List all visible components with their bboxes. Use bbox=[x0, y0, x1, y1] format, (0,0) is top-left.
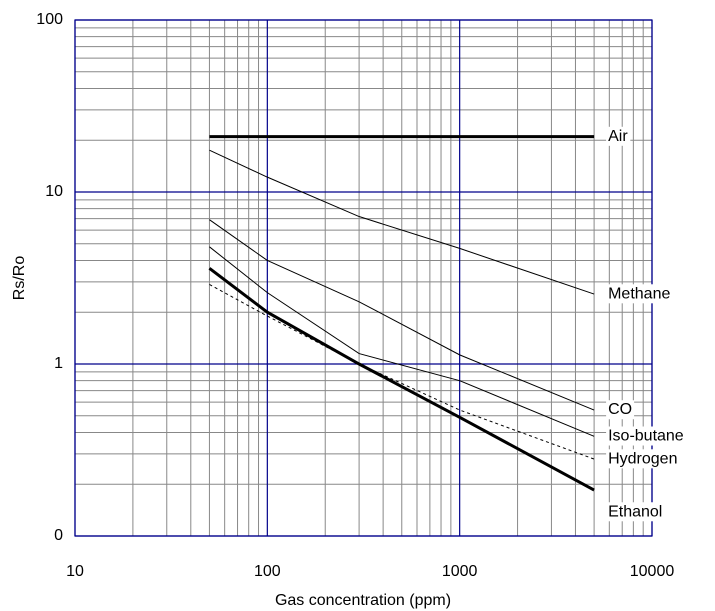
label-bg bbox=[606, 449, 680, 469]
plot-frame bbox=[74, 19, 653, 537]
series-label: Hydrogen bbox=[608, 450, 677, 467]
x-tick-label: 100 bbox=[254, 563, 281, 580]
y-axis-label: Rs/Ro bbox=[11, 256, 28, 301]
x-tick-label: 10 bbox=[66, 563, 84, 580]
y-tick-label: 1 bbox=[54, 355, 63, 372]
x-axis-label: Gas concentration (ppm) bbox=[275, 592, 451, 609]
y-tick-label: 100 bbox=[36, 11, 63, 28]
x-tick-label: 10000 bbox=[630, 563, 675, 580]
line-series bbox=[209, 219, 595, 411]
label-bg bbox=[606, 426, 686, 446]
line-series bbox=[209, 149, 595, 295]
series-label: Iso-butane bbox=[608, 427, 684, 444]
x-tick-label: 1000 bbox=[442, 563, 478, 580]
label-bg bbox=[606, 400, 635, 420]
series-label: Ethanol bbox=[608, 503, 662, 520]
y-tick-label: 10 bbox=[45, 183, 63, 200]
series-label: Air bbox=[608, 128, 628, 145]
series-label: CO bbox=[608, 401, 632, 418]
label-bg bbox=[606, 502, 665, 522]
line-series bbox=[209, 246, 595, 437]
label-bg bbox=[606, 126, 631, 146]
series-label: Methane bbox=[608, 285, 670, 302]
line-series bbox=[208, 267, 595, 492]
y-tick-label: 0 bbox=[54, 527, 63, 544]
label-bg bbox=[606, 284, 673, 304]
